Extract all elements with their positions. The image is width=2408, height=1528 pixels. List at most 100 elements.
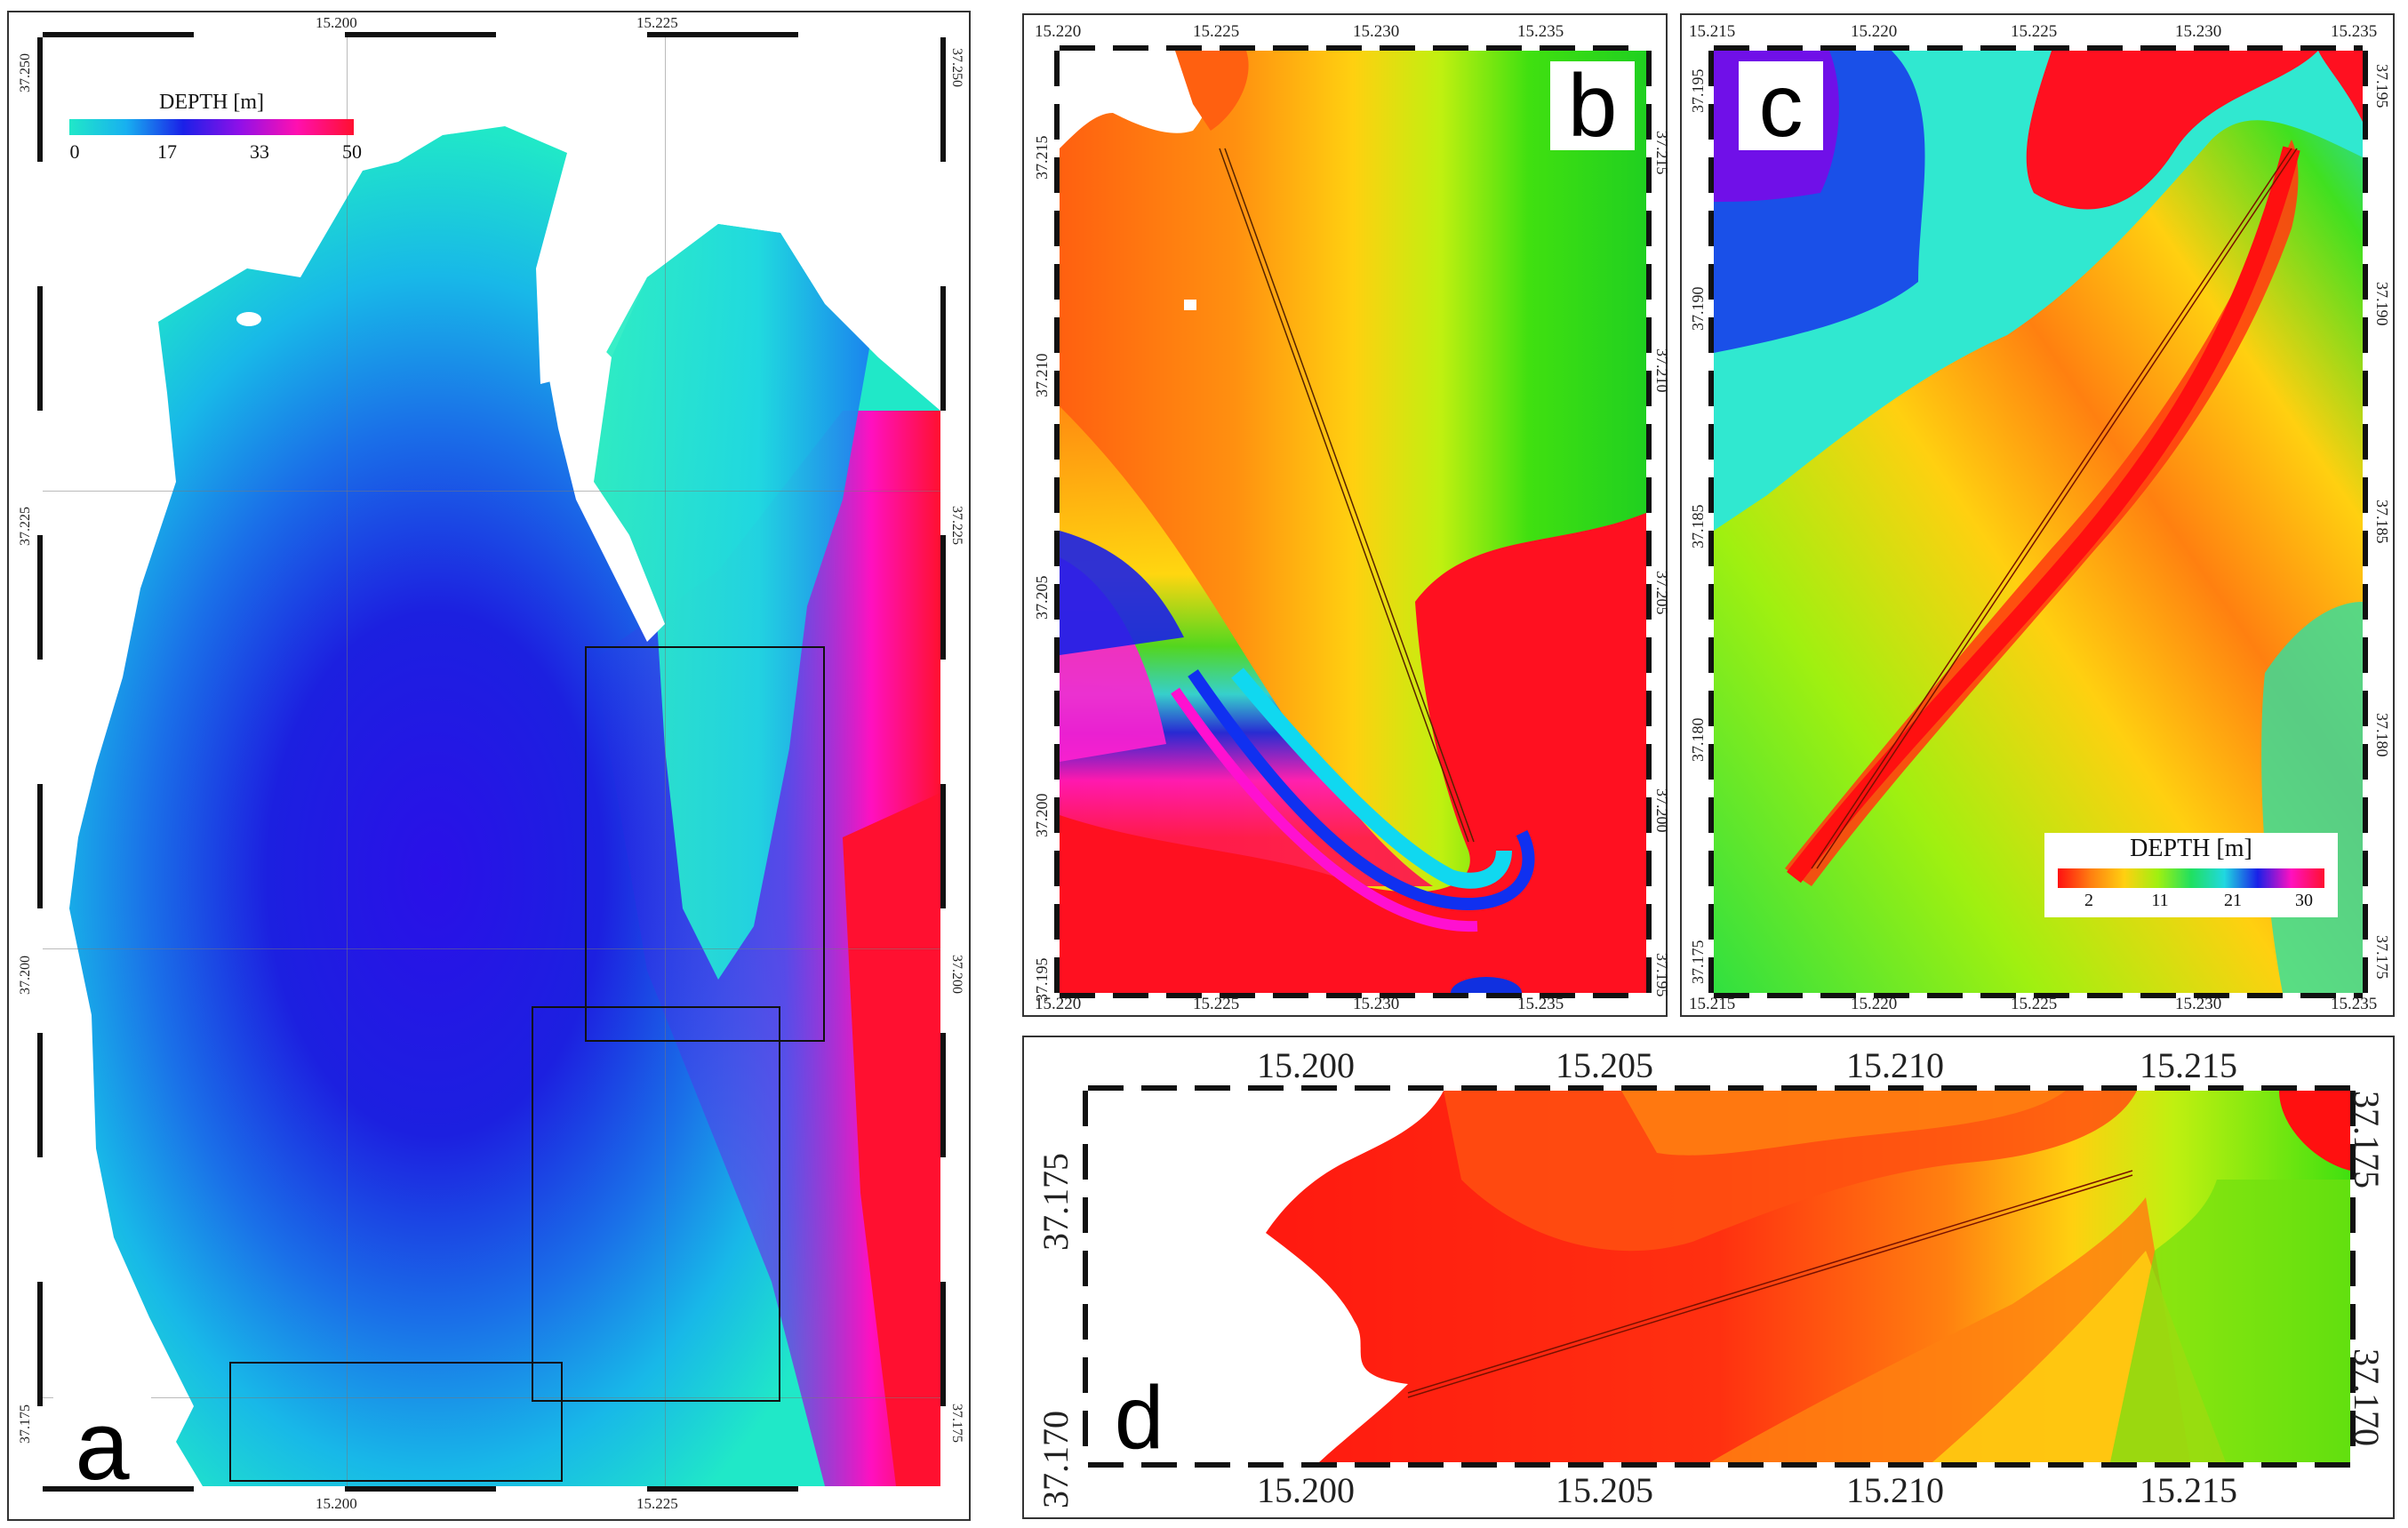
panel-c-right-tick: 37.180 bbox=[2373, 713, 2391, 757]
panel-d-top-tick: 15.210 bbox=[1846, 1045, 1944, 1085]
panel-b-map: b bbox=[1060, 51, 1646, 993]
panel-d-right-border bbox=[2350, 1091, 2356, 1462]
panel-c-left-tick: 37.195 bbox=[1689, 68, 1707, 114]
panel-c-right-border bbox=[2363, 51, 2368, 993]
panel-a-letter: a bbox=[53, 1397, 151, 1486]
panel-b-top-tick: 15.235 bbox=[1517, 22, 1564, 41]
panel-c-bottom-tick: 15.215 bbox=[1689, 995, 1736, 1013]
panel-c-right-tick: 37.190 bbox=[2373, 282, 2391, 326]
panel-d-bottom-border bbox=[1088, 1462, 2350, 1468]
panel-d: d 15.200 15.205 15.210 15.215 15.200 15.… bbox=[1022, 1036, 2395, 1519]
panel-c-map: c DEPTH [m] 2 11 21 30 bbox=[1714, 51, 2363, 993]
panel-a-right-border bbox=[940, 37, 946, 1486]
panel-c-legend-tick: 30 bbox=[2295, 891, 2313, 910]
panel-c-legend-title: DEPTH [m] bbox=[2130, 835, 2252, 862]
panel-c: c DEPTH [m] 2 11 21 30 15.215 15.220 15.… bbox=[1680, 13, 2395, 1017]
panel-b-bottom-tick: 15.235 bbox=[1517, 995, 1564, 1013]
panel-b-bathymetry bbox=[1060, 51, 1646, 993]
panel-b-letter: b bbox=[1550, 61, 1635, 150]
panel-c-legend-tick: 2 bbox=[2084, 891, 2093, 910]
zoom-box-c bbox=[532, 1006, 780, 1402]
panel-d-bottom-tick: 15.215 bbox=[2140, 1470, 2237, 1510]
panel-a-top-tick: 15.225 bbox=[636, 14, 678, 31]
panel-c-right-tick: 37.195 bbox=[2373, 64, 2391, 108]
panel-a-left-border bbox=[37, 37, 43, 1486]
panel-a-legend-tick: 17 bbox=[157, 140, 177, 163]
panel-d-left-tick: 37.170 bbox=[1036, 1411, 1076, 1508]
panel-b-left-tick: 37.210 bbox=[1033, 353, 1051, 398]
panel-d-bottom-tick: 15.200 bbox=[1257, 1470, 1355, 1510]
panel-a-right-tick: 37.250 bbox=[949, 48, 964, 87]
zoom-box-d bbox=[229, 1362, 563, 1482]
panel-a-right-tick: 37.225 bbox=[949, 506, 964, 545]
panel-c-legend-bar bbox=[2058, 868, 2324, 888]
panel-c-left-tick: 37.190 bbox=[1689, 286, 1707, 332]
panel-a-legend: DEPTH [m] 0 17 33 50 bbox=[69, 91, 362, 171]
panel-b-bottom-tick: 15.220 bbox=[1035, 995, 1082, 1013]
panel-a-left-tick: 37.200 bbox=[18, 956, 33, 995]
panel-c-top-tick: 15.215 bbox=[1689, 22, 1736, 41]
panel-c-left-tick: 37.185 bbox=[1689, 504, 1707, 549]
panel-c-top-tick: 15.225 bbox=[2011, 22, 2058, 41]
panel-b-left-tick: 37.195 bbox=[1033, 957, 1051, 1003]
panel-b-right-tick: 37.210 bbox=[1653, 348, 1671, 393]
panel-b-top-border bbox=[1060, 45, 1646, 51]
panel-a-top-tick: 15.200 bbox=[316, 14, 357, 31]
panel-b-bottom-border bbox=[1060, 993, 1646, 998]
panel-c-top-tick: 15.220 bbox=[1851, 22, 1898, 41]
panel-c-bottom-tick: 15.230 bbox=[2175, 995, 2222, 1013]
panel-d-bottom-tick: 15.205 bbox=[1556, 1470, 1653, 1510]
panel-b-left-tick: 37.200 bbox=[1033, 793, 1051, 838]
panel-a-legend-tick: 0 bbox=[69, 140, 80, 163]
panel-c-letter: c bbox=[1739, 61, 1823, 150]
panel-d-map: d bbox=[1088, 1091, 2350, 1462]
panel-d-top-tick: 15.215 bbox=[2140, 1045, 2237, 1085]
panel-a-top-border bbox=[43, 32, 940, 37]
panel-d-top-tick: 15.200 bbox=[1257, 1045, 1355, 1085]
panel-b-top-tick: 15.225 bbox=[1193, 22, 1240, 41]
panel-b-right-border bbox=[1646, 51, 1652, 993]
panel-c-bottom-tick: 15.225 bbox=[2011, 995, 2058, 1013]
panel-b-top-tick: 15.220 bbox=[1035, 22, 1082, 41]
panel-a-bottom-tick: 15.200 bbox=[316, 1495, 357, 1512]
panel-a-bottom-border bbox=[43, 1486, 940, 1492]
panel-c-top-tick: 15.235 bbox=[2331, 22, 2378, 41]
panel-a-bathymetry bbox=[69, 126, 940, 1486]
panel-c-top-border bbox=[1714, 45, 2363, 51]
panel-c-bottom-border bbox=[1714, 993, 2363, 998]
panel-b-top-tick: 15.230 bbox=[1353, 22, 1400, 41]
zoom-box-b bbox=[585, 646, 825, 1042]
panel-d-bottom-tick: 15.210 bbox=[1846, 1470, 1944, 1510]
panel-a-left-tick: 37.175 bbox=[18, 1404, 33, 1444]
panel-a-grid bbox=[43, 37, 940, 1486]
panel-d-left-tick: 37.175 bbox=[1036, 1153, 1076, 1251]
panel-b-right-tick: 37.215 bbox=[1653, 131, 1671, 175]
panel-b-left-tick: 37.215 bbox=[1033, 135, 1051, 180]
panel-a-legend-title: DEPTH [m] bbox=[159, 91, 264, 114]
panel-c-legend: DEPTH [m] 2 11 21 30 bbox=[2044, 833, 2338, 917]
panel-a-map: DEPTH [m] 0 17 33 50 a bbox=[43, 37, 940, 1486]
panel-d-left-border bbox=[1083, 1091, 1088, 1462]
panel-a-left-tick: 37.250 bbox=[18, 53, 33, 92]
panel-c-top-tick: 15.230 bbox=[2175, 22, 2222, 41]
panel-c-right-tick: 37.185 bbox=[2373, 500, 2391, 544]
panel-a-bottom-tick: 15.225 bbox=[636, 1495, 678, 1512]
panel-d-top-border bbox=[1088, 1085, 2350, 1091]
panel-c-right-tick: 37.175 bbox=[2373, 935, 2391, 980]
panel-a-legend-bar bbox=[69, 119, 354, 135]
panel-a-left-tick: 37.225 bbox=[18, 507, 33, 546]
panel-b-right-tick: 37.205 bbox=[1653, 571, 1671, 615]
panel-b: b 15.220 15.225 15.230 15.235 15.220 15.… bbox=[1022, 13, 1671, 1017]
panel-c-bottom-tick: 15.235 bbox=[2331, 995, 2378, 1013]
panel-c-left-tick: 37.180 bbox=[1689, 717, 1707, 763]
panel-c-left-tick: 37.175 bbox=[1689, 940, 1707, 985]
panel-d-letter: d bbox=[1097, 1373, 1181, 1462]
panel-c-legend-tick: 11 bbox=[2151, 891, 2169, 910]
panel-d-right-tick: 37.170 bbox=[2347, 1348, 2387, 1446]
panel-a-right-tick: 37.175 bbox=[949, 1404, 964, 1443]
panel-b-right-tick: 37.200 bbox=[1653, 788, 1671, 833]
panel-b-left-border bbox=[1054, 51, 1060, 993]
panel-a-right-tick: 37.200 bbox=[949, 955, 964, 994]
panel-b-bottom-tick: 15.225 bbox=[1193, 995, 1240, 1013]
panel-b-bottom-tick: 15.230 bbox=[1353, 995, 1400, 1013]
